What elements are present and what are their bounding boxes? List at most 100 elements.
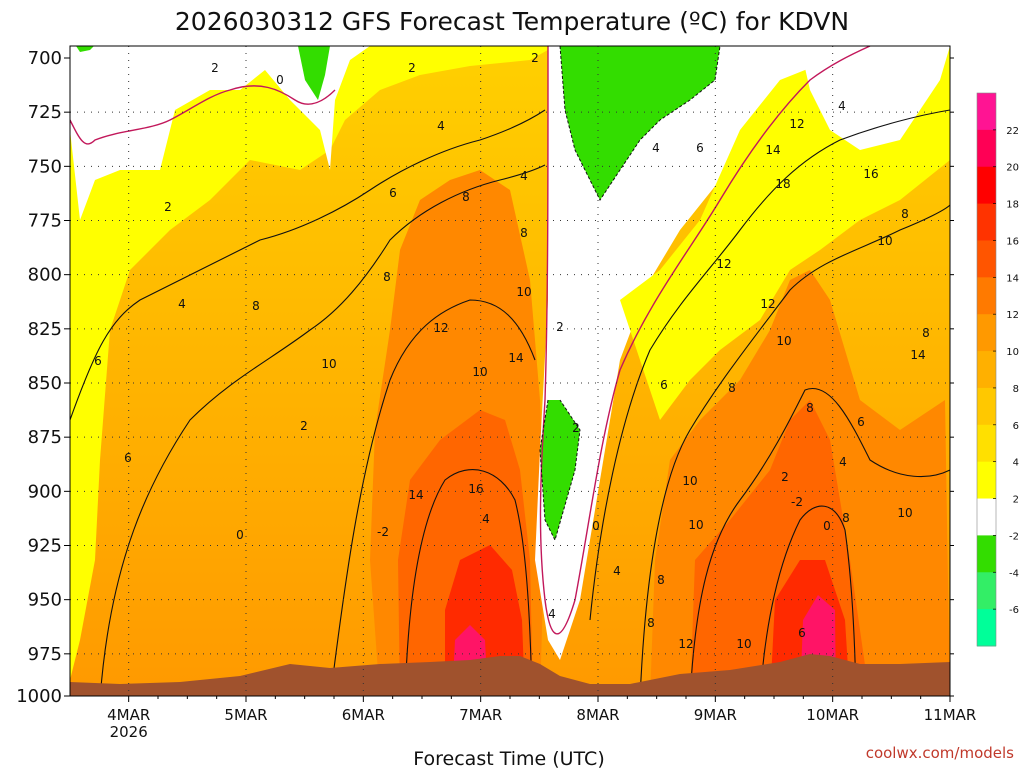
- colorbar-tick-label: 6: [1013, 421, 1019, 432]
- x-tick-label: 6MAR: [342, 706, 385, 724]
- colorbar-tick-label: 14: [1006, 273, 1019, 284]
- contour-label: 8: [520, 226, 528, 240]
- contour-label: 10: [897, 506, 912, 520]
- isotherm-14c-right: [759, 505, 857, 696]
- y-tick-label: 875: [28, 427, 62, 448]
- contour-label: 8: [252, 299, 260, 313]
- y-tick-label: 725: [28, 102, 62, 123]
- contour-label: 4: [652, 141, 660, 155]
- contour-label: -2: [791, 495, 803, 509]
- y-axis: 700 725 750 775 800 825 850 875 900 925 950 975 1000: [16, 48, 954, 707]
- freezing-lines: [70, 46, 871, 635]
- colorbar-segment: [977, 314, 996, 352]
- contour-label: 2: [211, 61, 219, 75]
- contour-label: 8: [728, 381, 736, 395]
- colorbar-segment: [977, 461, 996, 500]
- freezing-line-upper-left: [70, 85, 336, 145]
- colorbar-segment: [977, 609, 996, 647]
- contour-label: 12: [760, 297, 775, 311]
- colorbar-frame: [976, 92, 997, 647]
- colorbar: 22 20 18 16 14 12 10 8 6 4 2 -2 -4 -6: [976, 92, 1019, 647]
- warm-layer-2-4c: [70, 46, 555, 680]
- sub-zero-upper-front: [560, 46, 720, 200]
- x-axis-label: Forecast Time (UTC): [413, 748, 604, 768]
- contour-label: 2: [531, 51, 539, 65]
- colorbar-segment: [977, 240, 996, 278]
- y-tick-label: 825: [28, 319, 62, 340]
- sub-zero-outline-upper: [559, 46, 721, 201]
- y-tick-label: 975: [28, 644, 62, 665]
- contour-label: 14: [765, 143, 780, 157]
- contour-label: 18: [775, 177, 790, 191]
- contour-label: 4: [520, 169, 528, 183]
- colorbar-tick-label: 8: [1013, 384, 1019, 395]
- isotherm-2c-right: [589, 109, 950, 621]
- contour-label: 10: [472, 365, 487, 379]
- x-axis: 4MAR 5MAR 6MAR 7MAR 8MAR 9MAR 10MAR 11MAR 2026: [107, 696, 976, 741]
- contour-label: 4: [838, 99, 846, 113]
- colorbar-tick-label: 22: [1006, 126, 1019, 137]
- contour-label: 4: [178, 297, 186, 311]
- colorbar-tick-label: 12: [1006, 310, 1019, 321]
- x-tick-label: 7MAR: [459, 706, 502, 724]
- contour-label: 6: [94, 354, 102, 368]
- contour-label: 2: [781, 470, 789, 484]
- contour-label: 10: [877, 234, 892, 248]
- colorbar-tick-label: 2: [1013, 495, 1019, 506]
- contour-label: 10: [516, 285, 531, 299]
- contour-label: 4: [437, 119, 445, 133]
- y-tick-label: 750: [28, 156, 62, 177]
- colorbar-segment: [977, 93, 996, 131]
- y-tick-label: 775: [28, 211, 62, 232]
- sub-zero-outlines: [539, 46, 721, 542]
- x-tick-year: 2026: [110, 723, 148, 741]
- y-tick-label: 800: [28, 265, 62, 286]
- contour-label: 6: [798, 626, 806, 640]
- contour-labels: 2 2 0 2 2 4 4 6 8 8 8 10 12 10 14 14 16 4 4 6 6 8 10 2 0 -2 0 2 4 6 2 4…: [94, 51, 930, 651]
- contour-label: 6: [660, 378, 668, 392]
- y-tick-label: 850: [28, 373, 62, 394]
- contour-label: 6: [124, 451, 132, 465]
- freezing-layer-upper-right: [800, 46, 950, 150]
- x-tick-label: 4MAR: [107, 706, 150, 724]
- chart-title: 2026030312 GFS Forecast Temperature (ºC)…: [175, 7, 849, 36]
- colorbar-segment: [977, 535, 996, 573]
- sub-zero-speck-top-left: [76, 46, 94, 52]
- contour-label: 8: [806, 401, 814, 415]
- contour-label: 0: [592, 519, 600, 533]
- freezing-line-front: [539, 46, 871, 635]
- isotherm-10c-right: [689, 387, 950, 696]
- contour-label: 8: [922, 326, 930, 340]
- y-tick-label: 925: [28, 536, 62, 557]
- isotherm-10c: [329, 299, 536, 696]
- colorbar-tick-label: 16: [1006, 236, 1019, 247]
- freezing-layer-upper-left: [70, 46, 370, 220]
- x-tick-label: 9MAR: [694, 706, 737, 724]
- y-tick-label: 950: [28, 590, 62, 611]
- contour-label: 2: [408, 61, 416, 75]
- x-tick-label: 5MAR: [224, 706, 267, 724]
- contour-label: 6: [389, 186, 397, 200]
- x-tick-label: 10MAR: [806, 706, 859, 724]
- contour-label: 2: [300, 419, 308, 433]
- colorbar-segment: [977, 129, 996, 168]
- y-tick-label: 900: [28, 481, 62, 502]
- y-tick-label: 1000: [16, 686, 62, 707]
- sub-zero-outline-lower: [539, 399, 581, 542]
- isotherm-6c: [99, 164, 546, 696]
- contour-label: 2: [164, 200, 172, 214]
- contour-label: 2: [556, 320, 564, 334]
- contour-label: 12: [789, 117, 804, 131]
- contour-label: 2: [572, 421, 580, 435]
- contour-label: 6: [696, 141, 704, 155]
- colorbar-segment: [977, 203, 996, 241]
- colorbar-segment: [977, 351, 996, 389]
- contour-label: 6: [857, 415, 865, 429]
- isotherm-6c-right: [639, 204, 950, 696]
- contour-label: 10: [776, 334, 791, 348]
- y-tick-label: 700: [28, 48, 62, 69]
- colorbar-tick-label: -2: [1009, 531, 1019, 542]
- contour-label: -2: [377, 525, 389, 539]
- colorbar-tick-label: 10: [1006, 347, 1019, 358]
